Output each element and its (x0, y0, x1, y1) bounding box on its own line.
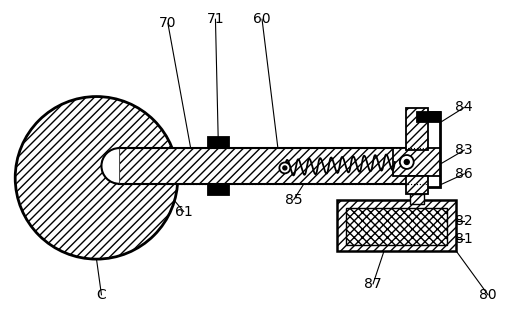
Wedge shape (102, 148, 119, 184)
Circle shape (283, 166, 287, 170)
Circle shape (400, 155, 414, 169)
Text: 83: 83 (455, 143, 473, 157)
Text: 85: 85 (285, 193, 303, 207)
Bar (207, 184, 229, 195)
Bar (406, 108, 428, 150)
Bar (417, 112, 440, 122)
Bar (346, 208, 447, 245)
Text: 60: 60 (253, 12, 271, 26)
Bar (406, 176, 428, 194)
Circle shape (404, 160, 409, 164)
Text: 86: 86 (455, 167, 473, 181)
Bar (393, 148, 440, 176)
Text: 71: 71 (206, 12, 225, 26)
Bar (119, 148, 427, 184)
Text: 81: 81 (455, 232, 473, 246)
Circle shape (279, 162, 290, 173)
Bar (410, 194, 423, 204)
Text: 87: 87 (364, 277, 382, 291)
Text: 82: 82 (455, 214, 473, 228)
Text: 84: 84 (455, 100, 473, 114)
Text: 61: 61 (175, 204, 193, 218)
Bar (337, 200, 456, 251)
Circle shape (15, 97, 178, 259)
Text: 70: 70 (159, 16, 177, 30)
Bar (426, 112, 440, 187)
Bar (207, 137, 229, 148)
Text: C: C (97, 288, 106, 302)
Text: 80: 80 (479, 288, 497, 302)
